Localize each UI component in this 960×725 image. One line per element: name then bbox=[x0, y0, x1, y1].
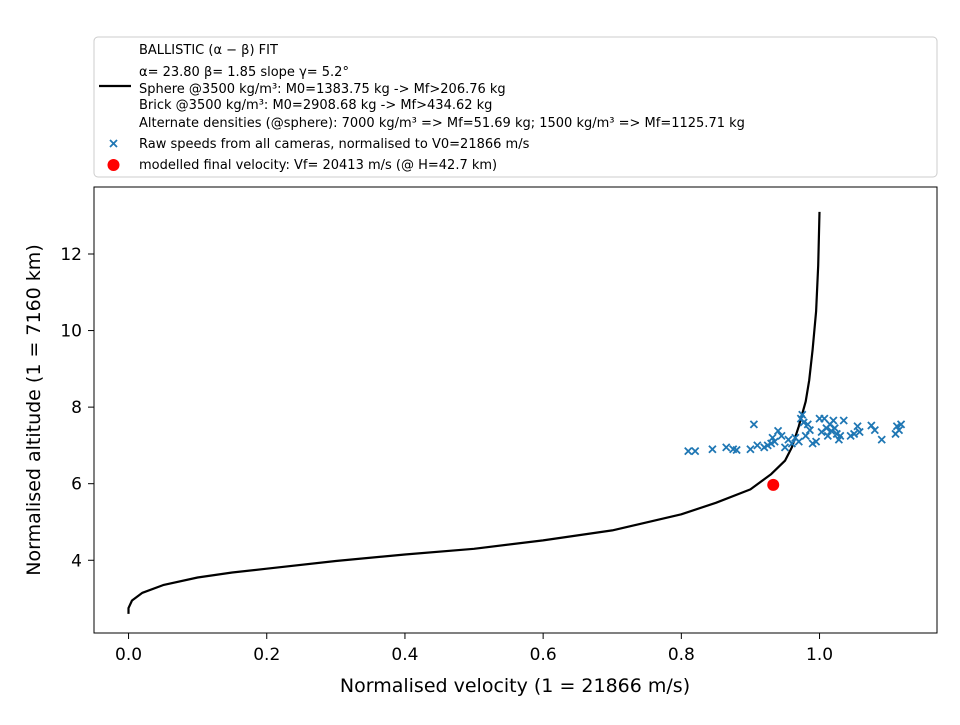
scatter-point bbox=[732, 445, 741, 455]
series-layer bbox=[127, 211, 906, 614]
scatter-point bbox=[811, 437, 821, 446]
scatter-point bbox=[770, 437, 779, 446]
scatter-point bbox=[787, 439, 797, 448]
scatter-point bbox=[780, 443, 790, 452]
scatter-point bbox=[830, 424, 839, 433]
x-tick-label: 0.2 bbox=[253, 645, 280, 665]
scatter-point bbox=[839, 416, 848, 425]
scatter-point bbox=[896, 420, 906, 429]
plot-frame bbox=[93, 186, 938, 634]
scatter-point bbox=[684, 447, 693, 456]
scatter-point bbox=[746, 445, 755, 454]
x-tick-label: 0.6 bbox=[530, 645, 557, 665]
scatter-point bbox=[798, 410, 807, 419]
scatter-point bbox=[773, 426, 783, 436]
scatter-point bbox=[799, 418, 808, 427]
scatter-point bbox=[877, 435, 886, 444]
y-tick-label: 6 bbox=[71, 475, 82, 495]
legend-scatter-text: Raw speeds from all cameras, normalised … bbox=[139, 137, 530, 152]
scatter-point bbox=[801, 431, 810, 440]
scatter-point bbox=[829, 416, 838, 425]
y-tick-label: 10 bbox=[60, 322, 82, 342]
x-tick-label: 1.0 bbox=[806, 645, 833, 665]
legend-line-text-5: Alternate densities (@sphere): 7000 kg/m… bbox=[139, 116, 745, 131]
scatter-point bbox=[870, 425, 879, 435]
legend-frame bbox=[93, 36, 938, 178]
legend-point-text: modelled final velocity: Vf= 20413 m/s (… bbox=[139, 158, 497, 173]
legend-point-swatch bbox=[107, 159, 120, 171]
scatter-point bbox=[823, 431, 832, 440]
ballistic-fit-line bbox=[127, 211, 821, 614]
final-velocity-point bbox=[767, 478, 780, 491]
legend-line-text-2: α= 23.80 β= 1.85 slope γ= 5.2° bbox=[139, 65, 349, 80]
scatter-point bbox=[836, 431, 845, 440]
y-axis-label: Normalised altitude (1 = 7160 km) bbox=[23, 244, 45, 575]
legend-scatter-swatch bbox=[109, 139, 118, 148]
scatter-point bbox=[753, 441, 762, 450]
x-axis-label: Normalised velocity (1 = 21866 m/s) bbox=[340, 675, 690, 697]
scatter-point bbox=[855, 427, 864, 437]
legend-line-text-3: Sphere @3500 kg/m³: M0=1383.75 kg -> Mf>… bbox=[139, 82, 506, 97]
legend-line-text-4: Brick @3500 kg/m³: M0=2908.68 kg -> Mf>4… bbox=[139, 98, 492, 113]
scatter-point bbox=[722, 443, 731, 452]
y-tick-label: 8 bbox=[71, 398, 82, 418]
scatter-point bbox=[853, 422, 862, 431]
scatter-point bbox=[749, 420, 759, 429]
legend-line-text-1: BALLISTIC (α − β) FIT bbox=[139, 43, 278, 58]
x-tick-label: 0.8 bbox=[668, 645, 695, 665]
y-tick-label: 4 bbox=[71, 551, 82, 571]
scatter-point bbox=[849, 429, 859, 439]
scatter-point bbox=[794, 437, 803, 446]
scatter-point bbox=[777, 431, 786, 440]
legend: BALLISTIC (α − β) FIT α= 23.80 β= 1.85 s… bbox=[93, 36, 938, 178]
scatter-point bbox=[691, 447, 700, 456]
x-axis: 0.0 0.2 0.4 0.6 0.8 1.0 bbox=[115, 633, 833, 665]
y-axis: 4 6 8 10 12 bbox=[60, 245, 94, 571]
x-tick-label: 0.4 bbox=[391, 645, 418, 665]
x-tick-label: 0.0 bbox=[115, 645, 142, 665]
scatter-point bbox=[805, 425, 814, 435]
scatter-point bbox=[708, 445, 717, 454]
scatter-point bbox=[894, 425, 904, 435]
scatter-point bbox=[803, 420, 812, 429]
y-tick-label: 12 bbox=[60, 245, 82, 265]
